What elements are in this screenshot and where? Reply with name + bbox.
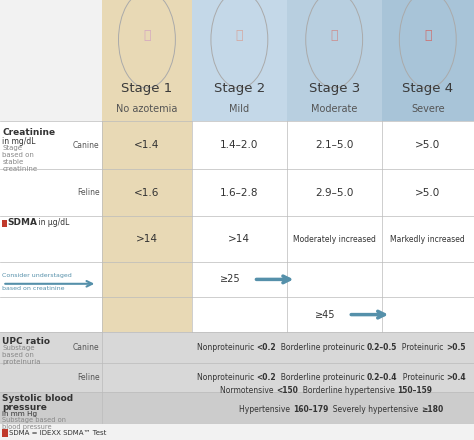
Text: Borderline hypertensive: Borderline hypertensive [298,386,397,395]
Text: >14: >14 [136,234,158,244]
Text: Feline: Feline [77,188,100,198]
Bar [0,121,102,216]
Text: Markedly increased: Markedly increased [391,235,465,244]
Text: Canine: Canine [73,343,100,352]
Text: Moderately increased: Moderately increased [293,235,375,244]
Bar [0,121,192,216]
Text: >5.0: >5.0 [415,140,440,150]
Text: Nonproteinuric: Nonproteinuric [197,373,256,381]
Ellipse shape [118,0,175,88]
Text: <150: <150 [276,386,298,395]
Text: ⌒: ⌒ [424,29,431,42]
Text: pressure: pressure [2,403,47,411]
Text: in μg/dL: in μg/dL [36,218,69,227]
Text: UPC ratio: UPC ratio [2,337,50,345]
Bar [0,332,474,392]
Text: 160–179: 160–179 [293,405,328,414]
Bar [192,121,474,216]
Text: based on creatinine: based on creatinine [2,286,65,291]
Text: Consider understaged: Consider understaged [2,272,72,278]
Text: Stage
based on
stable
creatinine: Stage based on stable creatinine [2,145,37,172]
Text: Nonproteinuric: Nonproteinuric [197,343,256,352]
Bar [0,423,474,440]
Text: >0.4: >0.4 [447,373,466,381]
Text: Borderline proteinuric: Borderline proteinuric [276,373,367,381]
Text: <0.2: <0.2 [256,343,276,352]
Bar [382,0,474,121]
Bar [287,0,382,121]
Text: ≥45: ≥45 [315,310,336,319]
Text: Creatinine: Creatinine [2,128,55,136]
Bar [0,216,102,332]
Text: Substage
based on
proteinuria: Substage based on proteinuria [2,345,41,365]
Text: 150–159: 150–159 [397,386,432,395]
Text: Feline: Feline [77,373,100,381]
Text: Severe: Severe [411,104,445,114]
Bar [192,0,287,121]
Bar [0,392,474,423]
Text: Severely hypertensive: Severely hypertensive [328,405,421,414]
Text: Mild: Mild [229,104,249,114]
Bar [102,0,192,121]
Text: >14: >14 [228,234,250,244]
Text: Systolic blood: Systolic blood [2,394,73,403]
Text: ⌒: ⌒ [143,29,151,42]
Text: Moderate: Moderate [311,104,357,114]
Text: <0.2: <0.2 [256,373,276,381]
Text: in mm Hg: in mm Hg [2,411,37,417]
Text: Canine: Canine [73,141,100,150]
Text: 0.2–0.4: 0.2–0.4 [367,373,398,381]
Text: 2.1–5.0: 2.1–5.0 [315,140,353,150]
Text: Stage 1: Stage 1 [121,81,173,95]
Text: 1.4–2.0: 1.4–2.0 [220,140,258,150]
Text: Stage 4: Stage 4 [402,81,453,95]
Text: SDMA: SDMA [7,218,37,227]
Bar [192,216,474,332]
Text: in mg/dL: in mg/dL [2,137,36,146]
Text: 2.9–5.0: 2.9–5.0 [315,188,353,198]
Text: Substage based on
blood pressure: Substage based on blood pressure [2,417,66,430]
Ellipse shape [399,0,456,88]
Text: <1.4: <1.4 [134,140,160,150]
Text: Proteinuric: Proteinuric [398,343,446,352]
Text: SDMA = IDEXX SDMA™ Test: SDMA = IDEXX SDMA™ Test [9,430,107,436]
Text: <1.6: <1.6 [134,188,160,198]
Bar [2,220,7,227]
Text: ⌒: ⌒ [236,29,243,42]
Text: >0.5: >0.5 [446,343,466,352]
Text: Stage 3: Stage 3 [309,81,360,95]
Ellipse shape [211,0,268,88]
Text: ≥25: ≥25 [220,275,241,284]
Text: No azotemia: No azotemia [116,104,178,114]
Text: Borderline proteinuric: Borderline proteinuric [276,343,367,352]
Text: Stage 2: Stage 2 [214,81,265,95]
Bar [2,429,8,437]
Bar [0,216,192,332]
Text: Normotensive: Normotensive [220,386,276,395]
Text: Proteinuric: Proteinuric [398,373,447,381]
Text: 1.6–2.8: 1.6–2.8 [220,188,259,198]
Text: 0.2–0.5: 0.2–0.5 [367,343,398,352]
Ellipse shape [306,0,363,88]
Text: ⌒: ⌒ [330,29,338,42]
Text: Hypertensive: Hypertensive [239,405,293,414]
Text: ≥180: ≥180 [421,405,443,414]
Text: >5.0: >5.0 [415,188,440,198]
